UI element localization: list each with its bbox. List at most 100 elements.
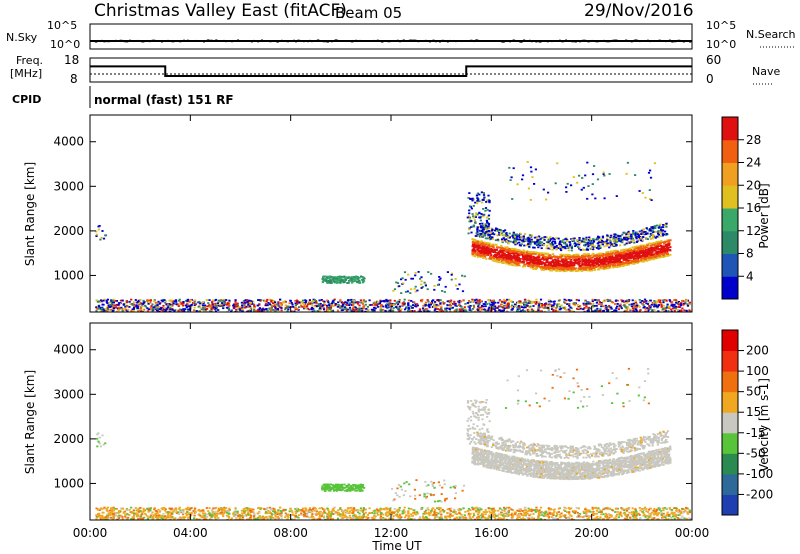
- radar-cell: [454, 302, 457, 305]
- radar-cell: [492, 243, 495, 246]
- radar-cell: [635, 245, 639, 248]
- radar-cell: [158, 306, 161, 309]
- radar-cell: [592, 240, 596, 243]
- radar-cell: [581, 240, 584, 243]
- radar-cell: [642, 255, 645, 257]
- radar-cell: [504, 261, 507, 264]
- radar-cell: [426, 299, 429, 301]
- radar-cell: [595, 301, 598, 304]
- radar-cell: [474, 201, 477, 204]
- radar-cell: [625, 242, 628, 245]
- radar-cell: [274, 301, 277, 304]
- radar-cell: [512, 252, 515, 255]
- radar-cell: [472, 243, 475, 246]
- radar-cell: [628, 299, 631, 301]
- radar-cell: [555, 267, 558, 270]
- radar-cell: [550, 267, 553, 270]
- radar-cell: [352, 301, 355, 303]
- radar-cell: [543, 310, 546, 312]
- radar-cell: [649, 299, 652, 302]
- radar-cell: [618, 305, 621, 308]
- radar-cell: [214, 299, 217, 302]
- radar-cell: [577, 268, 580, 270]
- radar-cell: [182, 308, 185, 310]
- radar-cell: [565, 254, 568, 256]
- radar-cell: [504, 299, 507, 302]
- radar-cell: [217, 301, 220, 304]
- radar-cell: [132, 301, 135, 304]
- radar-cell: [495, 228, 498, 231]
- radar-cell: [471, 298, 474, 301]
- radar-cell: [585, 241, 588, 244]
- radar-cell: [680, 302, 683, 304]
- radar-cell: [599, 255, 602, 258]
- radar-cell: [492, 249, 495, 252]
- radar-cell: [132, 309, 135, 312]
- radar-cell: [547, 239, 550, 242]
- radar-cell: [504, 256, 508, 258]
- radar-cell: [556, 305, 559, 308]
- radar-cell: [530, 260, 533, 263]
- radar-cell: [331, 300, 334, 303]
- radar-cell: [256, 309, 259, 312]
- radar-cell: [279, 302, 282, 304]
- radar-cell: [316, 305, 319, 307]
- radar-cell: [635, 260, 638, 263]
- radar-cell: [596, 268, 599, 271]
- radar-cell: [548, 262, 551, 265]
- radar-cell: [497, 239, 500, 242]
- radar-cell: [673, 309, 676, 312]
- figure-title: Christmas Valley East (fitACF): [94, 1, 347, 21]
- radar-cell: [679, 304, 682, 307]
- radar-cell: [390, 303, 393, 306]
- radar-cell: [569, 265, 572, 267]
- radar-cell: [520, 239, 523, 242]
- radar-cell: [352, 277, 355, 280]
- radar-cell: [548, 257, 551, 260]
- radar-cell: [557, 256, 560, 259]
- radar-cell: [532, 264, 535, 267]
- radar-cell: [210, 307, 213, 310]
- radar-cell: [529, 263, 532, 265]
- radar-cell: [554, 258, 557, 261]
- radar-cell: [646, 254, 649, 257]
- radar-cell: [609, 252, 612, 255]
- radar-cell: [396, 303, 400, 306]
- radar-cell: [559, 263, 562, 265]
- radar-cell: [505, 254, 508, 257]
- radar-cell: [565, 299, 568, 302]
- radar-cell: [467, 215, 470, 218]
- radar-cell: [352, 278, 355, 281]
- radar-cell: [438, 310, 441, 312]
- radar-cell: [587, 241, 590, 244]
- radar-cell: [493, 233, 496, 236]
- radar-cell: [613, 244, 616, 246]
- radar-cell: [141, 310, 144, 312]
- radar-cell: [611, 244, 614, 247]
- radar-cell: [486, 237, 489, 240]
- radar-cell: [616, 255, 619, 257]
- radar-cell: [204, 308, 207, 311]
- radar-cell: [136, 301, 139, 304]
- radar-cell: [643, 231, 646, 233]
- radar-cell: [151, 303, 154, 306]
- radar-cell: [660, 302, 663, 304]
- radar-cell: [481, 230, 484, 233]
- radar-cell: [503, 302, 506, 304]
- radar-cell: [427, 300, 430, 303]
- radar-cell: [319, 307, 322, 310]
- radar-cell: [583, 307, 586, 309]
- radar-cell: [638, 306, 641, 308]
- radar-cell: [214, 306, 217, 308]
- radar-cell: [379, 305, 382, 308]
- radar-cell: [484, 209, 487, 212]
- radar-cell: [596, 262, 599, 265]
- radar-cell: [570, 265, 573, 267]
- radar-cell: [655, 300, 658, 303]
- radar-cell: [510, 255, 513, 258]
- radar-cell: [336, 281, 339, 284]
- radar-cell: [344, 279, 348, 281]
- radar-cell: [257, 308, 260, 311]
- radar-cell: [568, 254, 571, 256]
- radar-cell: [225, 306, 229, 309]
